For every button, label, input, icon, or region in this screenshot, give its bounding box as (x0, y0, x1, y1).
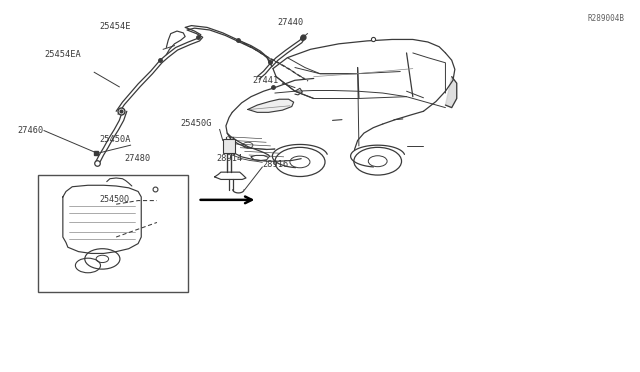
Text: 27480: 27480 (124, 154, 150, 163)
Text: 27440: 27440 (277, 18, 303, 27)
Text: 27460: 27460 (18, 126, 44, 135)
Polygon shape (248, 99, 294, 112)
Text: 27441: 27441 (252, 76, 278, 85)
Text: 25454E: 25454E (99, 22, 131, 31)
Text: 28914: 28914 (216, 154, 243, 163)
Text: 25450G: 25450G (180, 119, 212, 128)
Text: R289004B: R289004B (587, 14, 624, 23)
Polygon shape (445, 77, 457, 108)
Text: 25454EA: 25454EA (44, 50, 81, 59)
Text: 25450A: 25450A (99, 135, 131, 144)
Bar (223, 140, 236, 153)
Bar (38, 175, 188, 292)
Text: 25450Q: 25450Q (99, 195, 129, 204)
Text: 28916: 28916 (262, 160, 289, 169)
